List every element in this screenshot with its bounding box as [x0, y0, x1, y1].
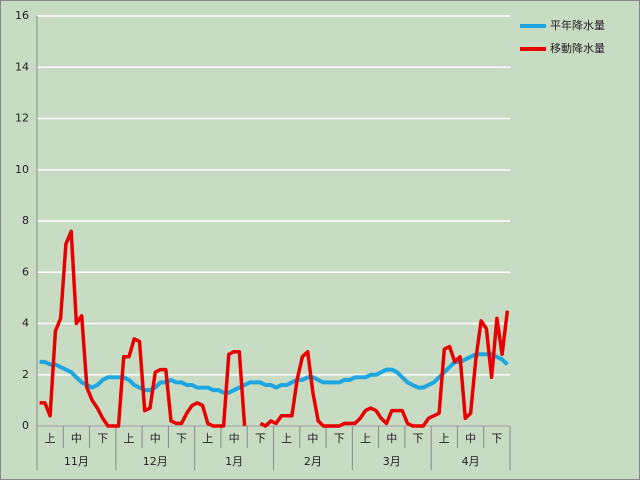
x-tick-label: 下 — [97, 432, 108, 445]
month-label: 2月 — [304, 455, 322, 468]
x-tick-label: 上 — [281, 432, 292, 445]
y-tick-label: 0 — [22, 419, 29, 432]
x-tick-label: 中 — [71, 432, 82, 445]
month-label: 11月 — [64, 455, 89, 468]
month-label: 12月 — [143, 455, 168, 468]
x-tick-label: 中 — [229, 432, 240, 445]
x-tick-label: 下 — [334, 432, 345, 445]
y-tick-label: 4 — [22, 317, 29, 330]
legend-label: 移動降水量 — [550, 41, 605, 55]
series-line — [39, 352, 509, 395]
y-tick-label: 6 — [22, 265, 29, 278]
series-line — [39, 229, 247, 428]
x-tick-label: 中 — [150, 432, 161, 445]
x-tick-label: 下 — [176, 432, 187, 445]
legend-label: 平年降水量 — [550, 18, 605, 32]
x-tick-label: 下 — [413, 432, 424, 445]
y-tick-label: 14 — [15, 60, 29, 73]
x-tick-label: 上 — [360, 432, 371, 445]
x-tick-label: 上 — [123, 432, 134, 445]
month-label: 3月 — [383, 455, 401, 468]
x-tick-label: 上 — [202, 432, 213, 445]
y-tick-label: 2 — [22, 368, 29, 381]
x-tick-label: 下 — [255, 432, 266, 445]
x-tick-label: 中 — [465, 432, 476, 445]
x-tick-label: 中 — [386, 432, 397, 445]
x-tick-label: 下 — [491, 432, 502, 445]
y-tick-label: 16 — [15, 9, 29, 22]
y-tick-label: 10 — [15, 163, 29, 176]
series-line — [259, 310, 510, 428]
month-label: 4月 — [462, 455, 480, 468]
y-tick-label: 12 — [15, 112, 29, 125]
x-tick-label: 上 — [45, 432, 56, 445]
month-label: 1月 — [225, 455, 243, 468]
y-tick-label: 8 — [22, 214, 29, 227]
x-tick-label: 中 — [307, 432, 318, 445]
x-tick-label: 上 — [439, 432, 450, 445]
